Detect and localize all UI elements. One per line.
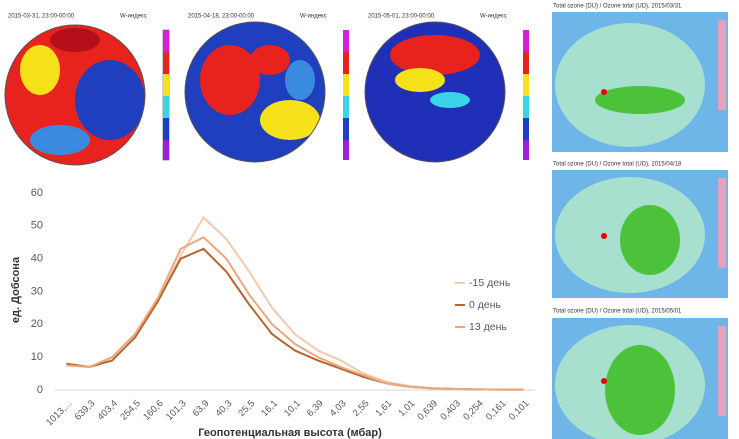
x-tick-label: 1,61 xyxy=(373,398,394,419)
series-line xyxy=(66,216,524,391)
legend-label: -15 день xyxy=(469,277,511,289)
y-tick-label: 20 xyxy=(31,318,43,330)
y-axis-label: ед. Добсона xyxy=(10,256,22,323)
map-date: 2015-05-01, 23:00-00:00 xyxy=(368,14,435,20)
x-tick-label: 1013,... xyxy=(44,398,74,428)
y-tick-label: 40 xyxy=(31,253,43,265)
y-tick-label: 30 xyxy=(31,285,43,297)
x-tick-label: 0,639 xyxy=(415,398,440,423)
map-label: W-индекс xyxy=(300,14,327,20)
series-line xyxy=(66,247,524,391)
x-tick-label: 40,3 xyxy=(213,398,234,419)
x-tick-label: 0,254 xyxy=(461,398,486,423)
x-tick-label: 254,5 xyxy=(118,398,143,423)
x-tick-label: 160,6 xyxy=(141,398,166,423)
x-tick-label: 0,403 xyxy=(438,398,463,423)
x-tick-label: 63,9 xyxy=(191,398,212,419)
x-tick-label: 101,3 xyxy=(164,398,189,423)
legend-label: 0 день xyxy=(469,299,502,311)
x-tick-label: 16,1 xyxy=(259,398,280,419)
ozone-title: Total ozone (DU) / Ozone total (UD), 201… xyxy=(553,4,682,10)
map-label: W-индекс xyxy=(480,14,507,20)
map-label: W-индекс xyxy=(120,14,147,20)
x-tick-label: 1,01 xyxy=(396,398,417,419)
x-tick-label: 6,39 xyxy=(305,398,326,419)
x-tick-label: 639,3 xyxy=(73,398,98,423)
ozone-map: Total ozone (DU) / Ozone total (UD), 201… xyxy=(552,309,728,439)
y-tick-label: 60 xyxy=(31,187,43,199)
x-tick-label: 2,55 xyxy=(351,398,372,419)
w-map: 2015-03-31, 23:00-00:00 W-индекс xyxy=(4,14,170,166)
legend-label: 13 день xyxy=(469,321,507,333)
ozone-map: Total ozone (DU) / Ozone total (UD), 201… xyxy=(552,4,728,152)
ozone-map: Total ozone (DU) / Ozone total (UD), 201… xyxy=(552,162,728,298)
y-tick-label: 10 xyxy=(31,351,43,363)
x-tick-label: 25,5 xyxy=(236,398,257,419)
series-line xyxy=(66,236,524,391)
ozone-title: Total ozone (DU) / Ozone total (UD), 201… xyxy=(553,162,682,168)
y-tick-label: 0 xyxy=(37,384,43,396)
x-tick-label: 4,03 xyxy=(328,398,349,419)
x-tick-label: 403,4 xyxy=(95,398,120,423)
w-map: 2015-05-01, 23:00-00:00 W-индекс xyxy=(364,14,529,163)
x-tick-label: 0,101 xyxy=(507,398,532,423)
ozone-title: Total ozone (DU) / Ozone total (UD), 201… xyxy=(553,309,682,315)
x-tick-label: 0,161 xyxy=(484,398,509,423)
x-axis-label: Геопотенциальная высота (мбар) xyxy=(198,427,382,439)
map-date: 2015-04-18, 23:00-00:00 xyxy=(188,14,255,20)
x-tick-label: 10,1 xyxy=(282,398,303,419)
map-date: 2015-03-31, 23:00-00:00 xyxy=(8,14,75,20)
y-tick-label: 50 xyxy=(31,220,43,232)
w-map: 2015-04-18, 23:00-00:00 W-индекс xyxy=(184,14,349,163)
